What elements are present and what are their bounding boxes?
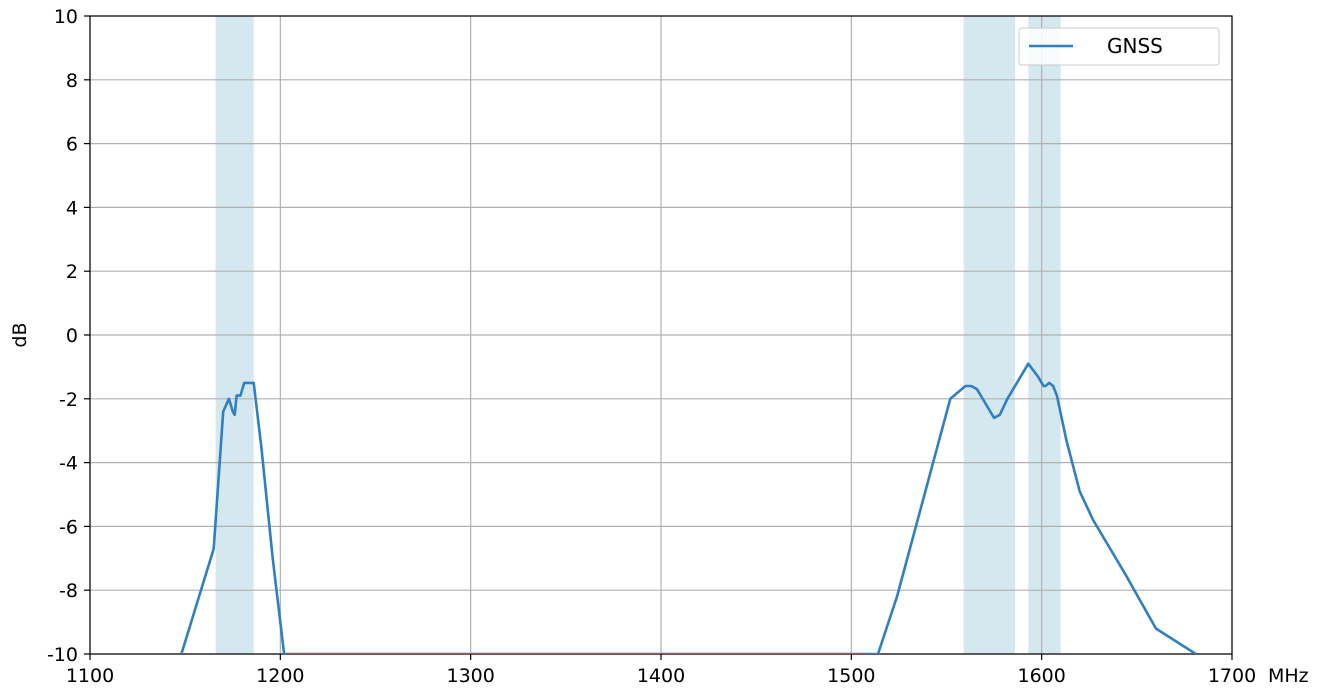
y-tick-label: 2 — [66, 261, 78, 283]
y-tick-label: -10 — [47, 644, 78, 666]
x-tick-label: 1600 — [1017, 665, 1065, 687]
legend-label: GNSS — [1107, 34, 1163, 58]
x-tick-label: 1100 — [66, 665, 114, 687]
y-tick-label: 4 — [66, 197, 78, 219]
legend: GNSS — [1018, 27, 1220, 66]
series-line-0 — [180, 362, 1197, 654]
y-axis-label: dB — [9, 322, 31, 347]
legend-box — [1018, 27, 1220, 66]
x-tick-label: 1400 — [637, 665, 685, 687]
y-tick-label: -6 — [59, 516, 78, 538]
x-tick-label: 1300 — [446, 665, 494, 687]
y-tick-label: -4 — [59, 453, 78, 475]
x-axis-unit-label: MHz — [1268, 665, 1309, 687]
x-tick-label: 1200 — [256, 665, 304, 687]
axis-ticks: 1100 1200 1300 1400 1500 1600 1700 -10 -8 -6 -4 -2 0… — [47, 6, 1256, 687]
series-lines — [180, 362, 1197, 654]
x-tick-label: 1500 — [827, 665, 875, 687]
x-tick-label: 1700 — [1208, 665, 1256, 687]
y-tick-label: 10 — [54, 6, 78, 28]
y-tick-label: 0 — [66, 325, 78, 347]
y-tick-label: -8 — [59, 580, 78, 602]
y-tick-label: 6 — [66, 134, 78, 156]
y-tick-label: -2 — [59, 389, 78, 411]
y-tick-label: 8 — [66, 70, 78, 92]
